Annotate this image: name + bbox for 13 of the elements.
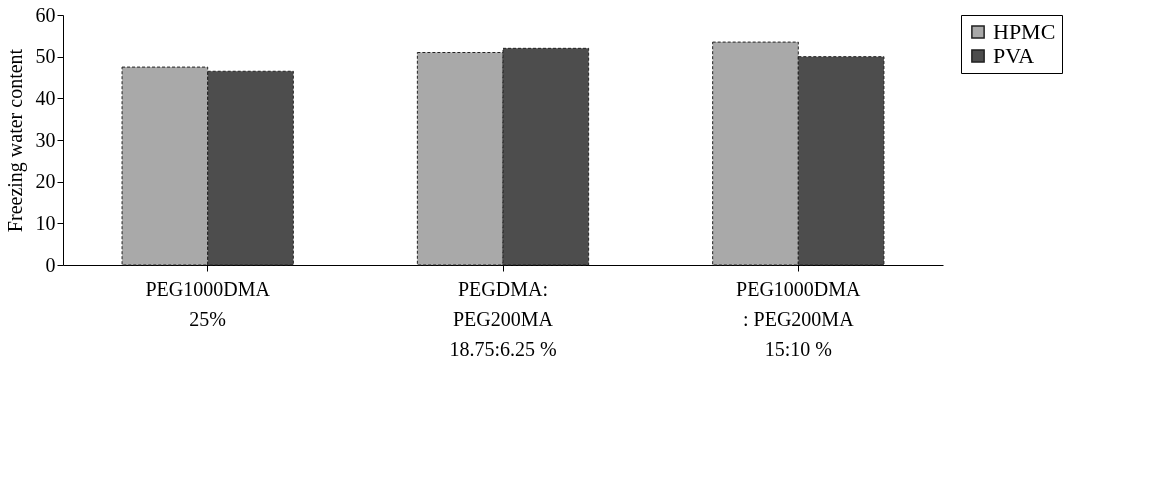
x-tick-label: PEGDMA: PEG200MA 18.75:6.25 % [449, 277, 557, 360]
y-tick-label: 60 [35, 3, 56, 26]
y-tick-label: 0 [45, 253, 56, 276]
legend-label: PVA [993, 43, 1035, 68]
y-tick-label: 10 [35, 211, 56, 234]
y-tick-label: 40 [35, 86, 56, 109]
y-axis-title: Freezing water content [3, 48, 27, 233]
y-tick-label: 20 [35, 170, 56, 193]
legend-label: HPMC [993, 19, 1056, 44]
x-tick-label: PEG1000DMA 25% [145, 277, 271, 330]
y-tick-label: 30 [35, 128, 56, 151]
x-tick-label: PEG1000DMA : PEG200MA 15:10 % [736, 277, 862, 360]
y-tick-label: 50 [35, 45, 56, 68]
